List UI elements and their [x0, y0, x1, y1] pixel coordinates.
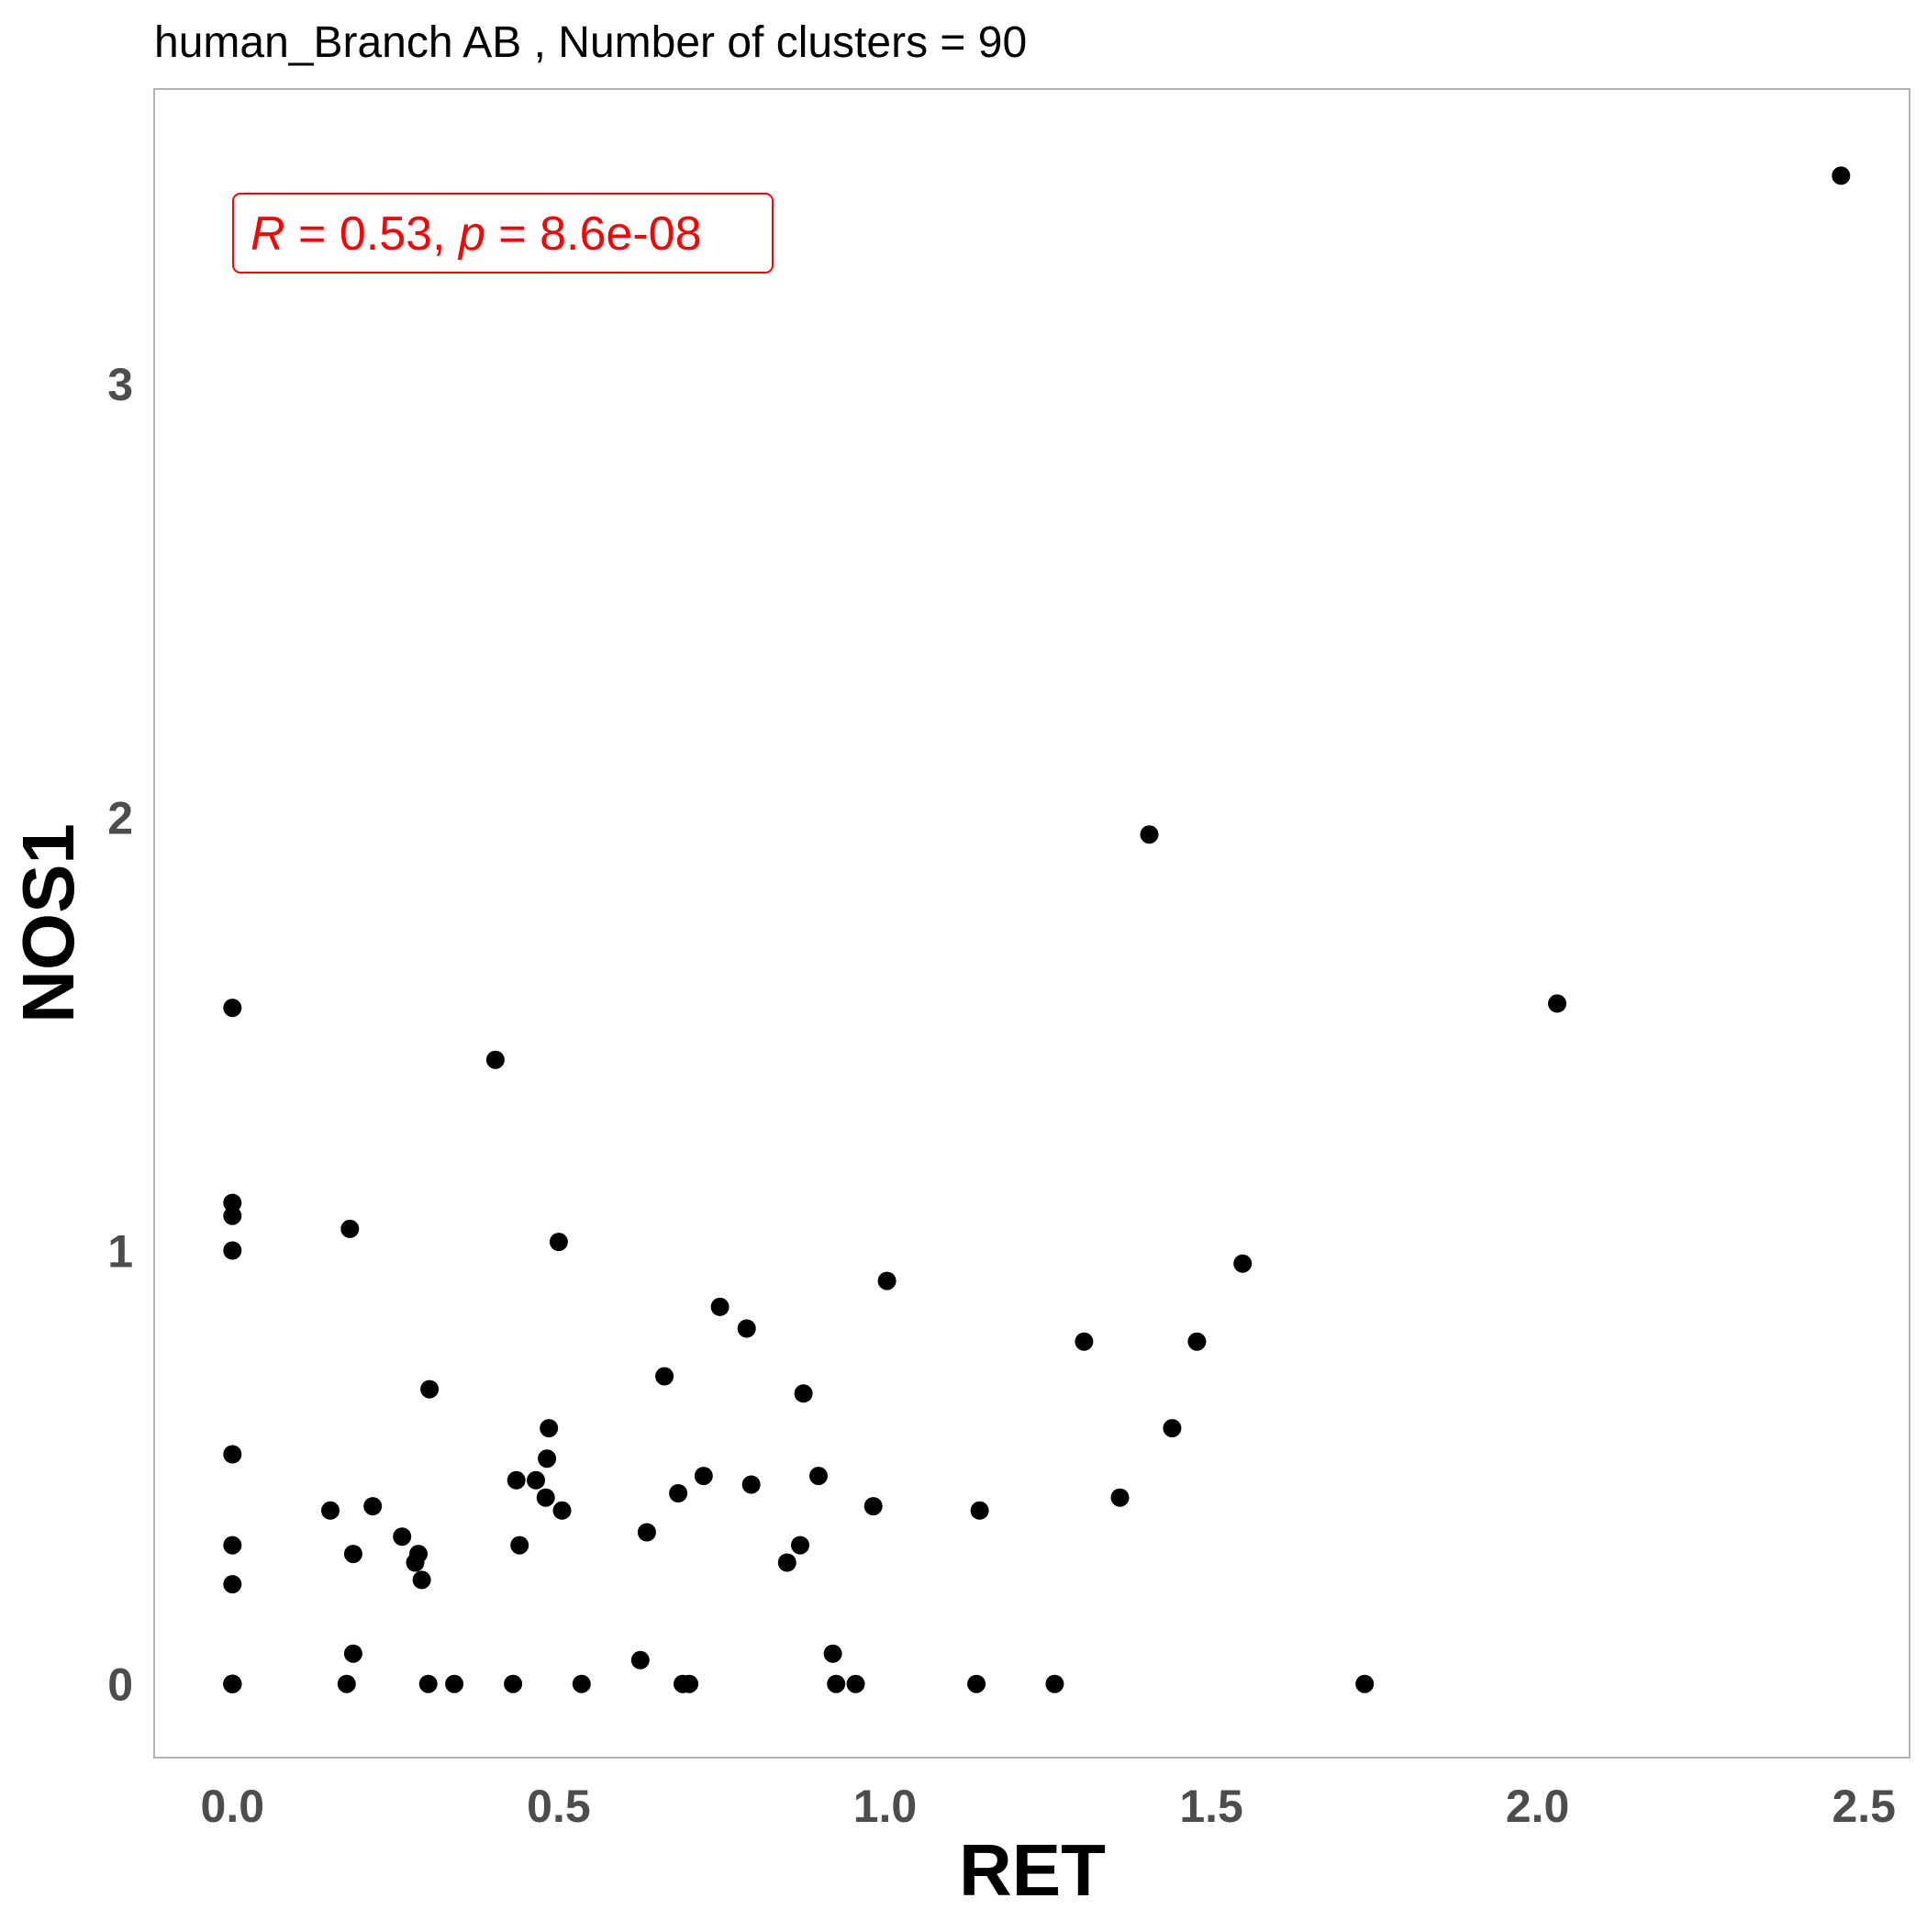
x-axis-title: RET	[959, 1829, 1106, 1911]
data-point	[223, 1206, 242, 1225]
data-point	[504, 1674, 523, 1693]
data-point	[967, 1674, 986, 1693]
data-point	[741, 1475, 761, 1494]
annotation-box	[232, 193, 774, 274]
data-point	[669, 1484, 688, 1502]
r-value-text: = 0.53,	[285, 207, 459, 261]
data-point	[393, 1527, 412, 1547]
data-point	[1548, 994, 1566, 1013]
data-point	[527, 1470, 545, 1490]
data-point	[507, 1470, 526, 1490]
data-point	[418, 1674, 438, 1693]
annotation-text: R = 0.53, p = 8.6e-08	[251, 207, 701, 261]
data-point	[572, 1674, 591, 1693]
data-point	[223, 999, 242, 1018]
data-point	[1140, 825, 1159, 844]
data-point	[223, 1193, 242, 1212]
data-point	[794, 1384, 813, 1403]
data-point	[1355, 1674, 1375, 1693]
data-point	[970, 1501, 989, 1520]
data-point	[877, 1271, 897, 1290]
data-point	[343, 1644, 362, 1663]
x-tick-label: 2.0	[1506, 1781, 1570, 1832]
data-point	[777, 1553, 796, 1572]
data-point	[343, 1545, 362, 1564]
data-point	[321, 1501, 340, 1520]
p-value-text: = 8.6e-08	[485, 207, 702, 261]
data-point	[363, 1497, 383, 1516]
data-point	[846, 1674, 865, 1693]
data-point	[791, 1536, 809, 1555]
data-point	[485, 1050, 505, 1069]
data-point	[737, 1319, 756, 1338]
data-point	[510, 1536, 529, 1555]
r-symbol: R	[251, 207, 285, 261]
data-point	[1075, 1332, 1094, 1351]
data-point	[630, 1650, 650, 1670]
data-points	[223, 166, 1851, 1693]
data-point	[536, 1488, 555, 1507]
y-axis-ticks: 0 1 2 3	[107, 359, 133, 1711]
data-point	[337, 1674, 356, 1693]
data-point	[409, 1545, 428, 1564]
data-point	[223, 1445, 242, 1464]
data-point	[549, 1233, 568, 1252]
data-point	[710, 1297, 730, 1316]
data-point	[694, 1467, 713, 1486]
data-point	[827, 1674, 846, 1693]
data-point	[223, 1674, 242, 1693]
y-tick-label: 0	[107, 1659, 133, 1711]
data-point	[1187, 1332, 1207, 1351]
p-symbol: p	[457, 207, 485, 261]
data-point	[1163, 1419, 1182, 1438]
data-point	[680, 1674, 699, 1693]
data-point	[637, 1523, 656, 1542]
data-point	[1233, 1254, 1253, 1273]
data-point	[420, 1379, 440, 1399]
y-tick-label: 3	[107, 359, 133, 410]
data-point	[1110, 1488, 1130, 1507]
chart-title: human_Branch AB , Number of clusters = 9…	[154, 18, 1027, 67]
data-point	[863, 1497, 883, 1516]
data-point	[1832, 166, 1851, 185]
data-point	[223, 1536, 242, 1555]
data-point	[552, 1501, 572, 1520]
data-point	[540, 1419, 559, 1438]
x-tick-label: 0.5	[527, 1781, 591, 1832]
data-point	[223, 1575, 242, 1594]
plot-panel	[153, 88, 1910, 1759]
correlation-annotation: R = 0.53, p = 8.6e-08	[232, 193, 774, 274]
data-point	[412, 1570, 431, 1590]
x-tick-label: 0.0	[201, 1781, 265, 1832]
x-axis-ticks: 0.0 0.5 1.0 1.5 2.0 2.5	[201, 1781, 1896, 1832]
data-point	[223, 1241, 242, 1260]
data-point	[538, 1449, 557, 1469]
data-point	[655, 1367, 674, 1386]
y-axis-title: NOS1	[7, 823, 89, 1023]
x-tick-label: 1.5	[1179, 1781, 1243, 1832]
data-point	[809, 1467, 828, 1486]
x-tick-label: 1.0	[853, 1781, 918, 1832]
y-tick-label: 1	[107, 1226, 133, 1278]
x-tick-label: 2.5	[1832, 1781, 1896, 1832]
data-point	[1045, 1674, 1064, 1693]
y-tick-label: 2	[107, 792, 133, 843]
data-point	[823, 1644, 842, 1663]
data-point	[445, 1674, 464, 1693]
data-point	[340, 1219, 360, 1238]
